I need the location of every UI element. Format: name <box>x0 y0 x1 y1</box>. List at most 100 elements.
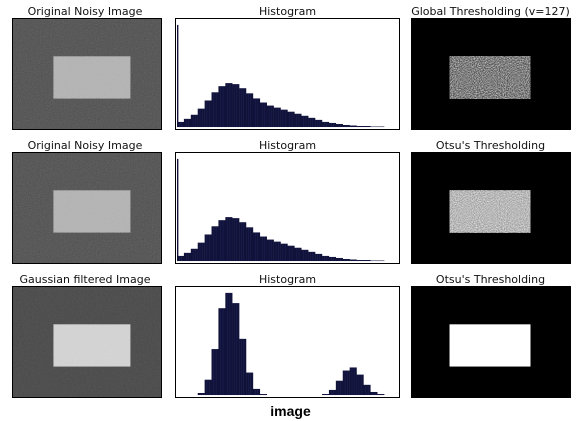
noisy-image-panel <box>12 18 162 130</box>
histogram-bar <box>259 102 267 128</box>
histogram-chart <box>176 158 385 262</box>
histogram-bar <box>349 259 357 262</box>
histogram-bar <box>273 107 281 128</box>
panel-title: Global Thresholding (v=127) <box>411 5 570 18</box>
histogram-bar <box>335 380 343 396</box>
histogram-bar <box>294 113 302 128</box>
histogram-bar <box>315 119 323 128</box>
histogram-bar <box>239 338 247 396</box>
histogram-bar <box>363 260 371 262</box>
spike-bar <box>176 24 179 128</box>
histogram-bar <box>218 220 226 262</box>
histogram-bar <box>294 247 302 262</box>
histogram-panel <box>175 18 400 130</box>
gaussian-filtered-image <box>13 287 161 397</box>
histogram-bar <box>377 126 385 128</box>
histogram-bar <box>349 367 357 396</box>
histogram-bar <box>335 123 343 128</box>
histogram-bar <box>232 218 240 262</box>
histogram-bar <box>204 379 212 396</box>
panel-title: Otsu's Thresholding <box>435 273 546 286</box>
panel-title: Histogram <box>258 5 317 18</box>
thresholded-image-panel <box>411 286 571 398</box>
rectangle-noise <box>53 190 131 233</box>
histogram-bar <box>246 93 254 128</box>
panel-title: Original Noisy Image <box>27 139 143 152</box>
histogram-panel <box>175 152 400 264</box>
panel-title: Histogram <box>258 273 317 286</box>
thresholded-image-panel <box>411 18 571 130</box>
panel-title: Original Noisy Image <box>27 5 143 18</box>
histogram-bar <box>266 105 274 128</box>
histogram-bar <box>342 258 350 262</box>
histogram-bar <box>280 243 288 262</box>
histogram-bar <box>204 234 212 262</box>
histogram-bar <box>197 108 205 128</box>
histogram-bar <box>211 92 219 128</box>
histogram-bar <box>363 126 371 128</box>
histogram-bar <box>176 121 185 128</box>
thresholded-image-panel <box>411 152 571 264</box>
histogram-bar <box>259 236 267 262</box>
histogram-bar <box>259 394 267 396</box>
histogram-bar <box>370 260 378 262</box>
histogram-bar <box>370 126 378 128</box>
histogram-bar <box>287 245 295 262</box>
noisy-image <box>13 153 161 263</box>
histogram-bar <box>190 248 198 262</box>
histogram-bar <box>363 384 371 396</box>
histogram-bar <box>190 114 198 128</box>
histogram-bar <box>301 115 309 128</box>
histogram-chart <box>176 24 385 128</box>
histogram-bar <box>377 394 385 396</box>
histogram-bar <box>218 86 226 128</box>
noisy-image <box>13 19 161 129</box>
histogram-bar <box>239 88 247 128</box>
panel-title: Otsu's Thresholding <box>435 139 546 152</box>
histogram-bar <box>239 222 247 262</box>
histogram-bar <box>308 117 316 128</box>
histogram-bar <box>335 257 343 262</box>
histogram-bar <box>273 241 281 262</box>
histogram-bar <box>225 217 233 262</box>
histogram-bar <box>342 370 350 396</box>
spike-bar <box>176 158 179 262</box>
histogram-bar <box>328 389 337 396</box>
histogram-bar <box>197 392 205 396</box>
noisy-image-panel <box>12 152 162 264</box>
rectangle-noise <box>53 324 131 367</box>
histogram-bar <box>246 372 254 396</box>
histogram-chart <box>197 292 385 396</box>
histogram-bar <box>266 239 274 262</box>
histogram-bar <box>218 308 226 396</box>
histogram-bar <box>197 242 205 262</box>
histogram-bar <box>377 260 385 262</box>
rectangle-fill <box>449 190 531 233</box>
histogram-bar <box>328 256 337 262</box>
histogram-bar <box>349 125 357 128</box>
white-rectangle <box>449 324 531 367</box>
histogram-bar <box>225 292 233 396</box>
panel-title: Histogram <box>258 139 317 152</box>
histogram-bar <box>356 374 364 396</box>
histogram-bar <box>252 388 261 396</box>
histogram-bar <box>252 232 261 262</box>
histogram-bar <box>328 122 337 128</box>
histogram-bar <box>183 118 192 128</box>
histogram-bar <box>370 391 378 396</box>
histogram-bar <box>287 111 295 128</box>
histogram-panel <box>175 286 400 398</box>
histogram-bar <box>322 121 330 128</box>
histogram-bar <box>356 260 364 262</box>
otsu-threshold-image <box>412 287 570 397</box>
rectangle-noise <box>53 56 131 99</box>
histogram-bar <box>301 249 309 262</box>
histogram-bar <box>176 255 185 262</box>
histogram-bar <box>322 255 330 262</box>
histogram-bar <box>342 124 350 128</box>
global-threshold-image <box>412 19 570 129</box>
histogram-bar <box>211 349 219 396</box>
histogram-bar <box>356 126 364 128</box>
histogram-bar <box>204 100 212 128</box>
histogram-bar <box>183 252 192 262</box>
